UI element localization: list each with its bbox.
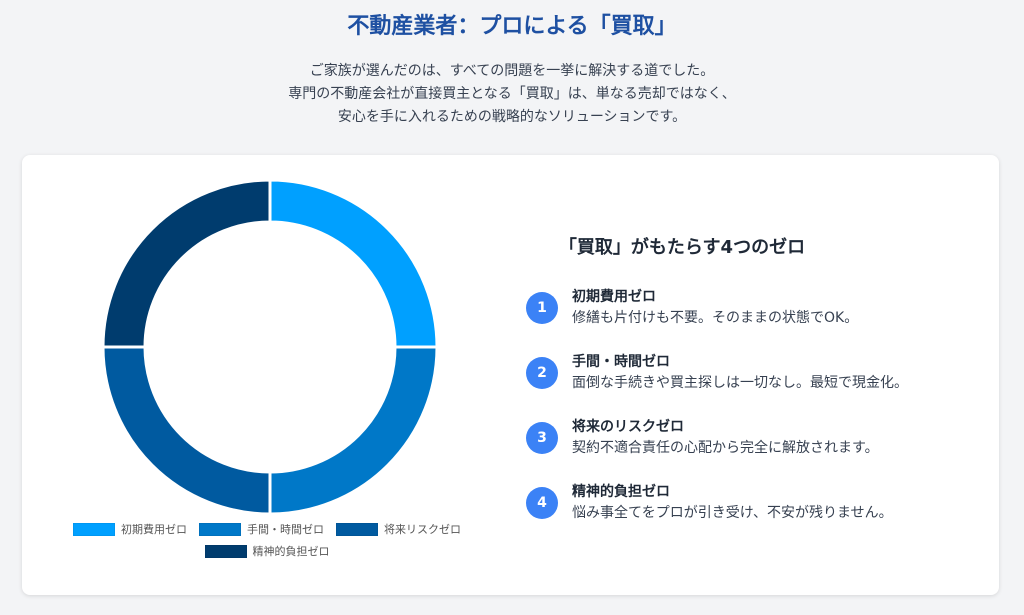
number-badge: 2 — [526, 356, 558, 389]
intro-line: 安心を手に入れるための戦略的なソリューションです。 — [337, 109, 687, 125]
legend-swatch — [199, 522, 241, 536]
benefit-list: 1 初期費用ゼロ 修繕も片付けも不要。そのままの状態でOK。 2 手間・時間ゼロ… — [526, 275, 908, 535]
benefit-title: 手間・時間ゼロ — [572, 353, 670, 370]
benefit-text: 精神的負担ゼロ 悩み事全てをプロが引き受け、不安が残りません。 — [572, 482, 893, 524]
benefit-title: 将来のリスクゼロ — [572, 418, 684, 435]
intro-line: 専門の不動産会社が直接買主となる「買取」は、単なる売却ではなく、 — [288, 86, 736, 102]
benefit-description: 修繕も片付けも不要。そのままの状態でOK。 — [572, 309, 859, 326]
intro-line: ご家族が選んだのは、すべての問題を一挙に解決する道でした。 — [309, 63, 715, 79]
legend-label: 初期費用ゼロ — [121, 523, 187, 536]
number-badge: 4 — [526, 486, 558, 519]
legend-swatch — [204, 544, 247, 558]
benefit-item: 2 手間・時間ゼロ 面倒な手続きや買主探しは一切なし。最短で現金化。 — [526, 340, 908, 405]
content-card: 初期費用ゼロ 手間・時間ゼロ 将来リスクゼロ 精神的負担ゼロ 「買取」がもたらす4つ… — [22, 155, 999, 595]
legend-item: 精神的負担ゼロ — [204, 543, 330, 559]
donut-slice-2 — [268, 345, 439, 516]
page-title: 不動産業者：プロによる「買取」 — [347, 14, 677, 39]
benefit-item: 3 将来のリスクゼロ 契約不適合責任の心配から完全に解放されます。 — [526, 405, 908, 470]
benefit-title: 精神的負担ゼロ — [572, 483, 670, 500]
legend-row: 精神的負担ゼロ — [57, 543, 477, 559]
legend-label: 将来リスクゼロ — [384, 523, 461, 536]
legend-label: 手間・時間ゼロ — [247, 523, 324, 536]
panel-title: 「買取」がもたらす4つのゼロ — [558, 237, 806, 258]
number-badge: 1 — [526, 291, 558, 324]
legend-item: 初期費用ゼロ — [73, 521, 187, 537]
donut-slice-1 — [268, 178, 439, 349]
donut-slice-4 — [101, 178, 272, 349]
number-badge: 3 — [526, 421, 558, 454]
legend-row: 初期費用ゼロ 手間・時間ゼロ 将来リスクゼロ — [57, 521, 477, 537]
benefit-text: 初期費用ゼロ 修繕も片付けも不要。そのままの状態でOK。 — [572, 287, 858, 329]
legend-item: 将来リスクゼロ — [336, 521, 461, 537]
benefit-text: 将来のリスクゼロ 契約不適合責任の心配から完全に解放されます。 — [572, 417, 879, 459]
legend-swatch — [73, 522, 115, 536]
legend-item: 手間・時間ゼロ — [199, 521, 324, 537]
benefit-item: 1 初期費用ゼロ 修繕も片付けも不要。そのままの状態でOK。 — [526, 275, 908, 340]
legend-swatch — [336, 522, 378, 536]
benefit-item: 4 精神的負担ゼロ 悩み事全てをプロが引き受け、不安が残りません。 — [526, 470, 908, 535]
benefit-title: 初期費用ゼロ — [572, 288, 656, 305]
donut-chart — [101, 178, 439, 516]
benefit-description: 悩み事全てをプロが引き受け、不安が残りません。 — [572, 504, 893, 521]
donut-slice-3 — [101, 345, 272, 516]
benefit-description: 面倒な手続きや買主探しは一切なし。最短で現金化。 — [572, 374, 908, 391]
benefit-description: 契約不適合責任の心配から完全に解放されます。 — [572, 439, 879, 456]
intro-text: ご家族が選んだのは、すべての問題を一挙に解決する道でした。 専門の不動産会社が直… — [0, 60, 1024, 129]
chart-legend: 初期費用ゼロ 手間・時間ゼロ 将来リスクゼロ 精神的負担ゼロ — [57, 521, 477, 565]
legend-label: 精神的負担ゼロ — [252, 545, 330, 558]
benefit-text: 手間・時間ゼロ 面倒な手続きや買主探しは一切なし。最短で現金化。 — [572, 352, 908, 394]
